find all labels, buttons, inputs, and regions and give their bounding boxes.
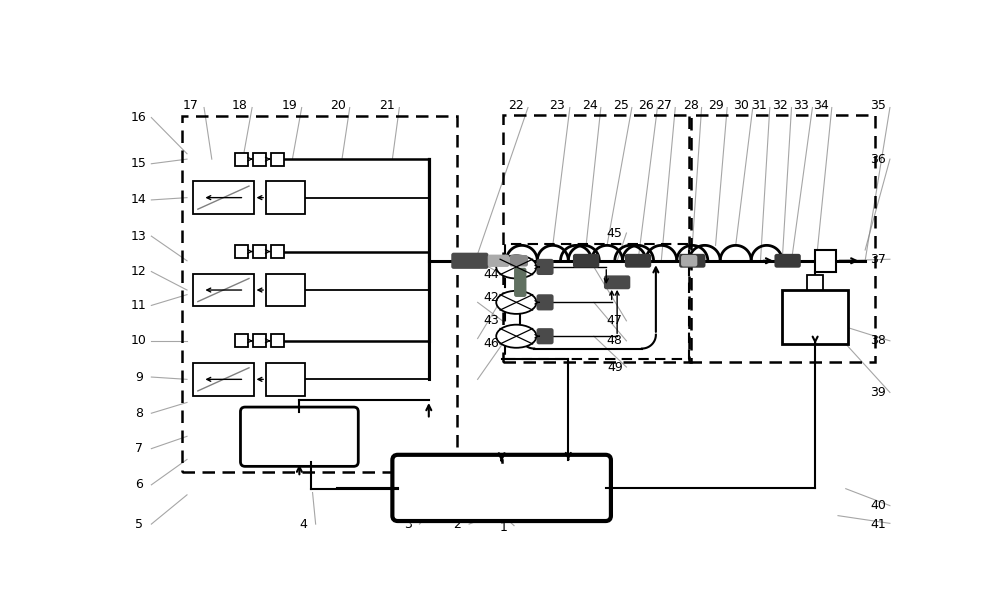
Text: 47: 47 — [607, 314, 623, 328]
FancyBboxPatch shape — [679, 254, 705, 267]
Text: 21: 21 — [379, 99, 395, 112]
Bar — [193, 182, 254, 214]
Text: 18: 18 — [232, 99, 248, 112]
Text: 14: 14 — [131, 194, 147, 206]
Text: 49: 49 — [607, 361, 623, 374]
Bar — [271, 245, 284, 258]
FancyBboxPatch shape — [774, 254, 801, 267]
Bar — [193, 363, 254, 395]
Text: 28: 28 — [683, 99, 699, 112]
Text: 11: 11 — [131, 299, 147, 312]
Ellipse shape — [496, 255, 537, 278]
Text: 3: 3 — [404, 517, 412, 531]
Bar — [235, 245, 248, 258]
Text: 34: 34 — [813, 99, 829, 112]
Bar — [689, 115, 875, 362]
Bar — [193, 274, 254, 306]
Bar — [266, 274, 305, 306]
Text: 38: 38 — [870, 334, 886, 347]
Bar — [253, 245, 266, 258]
FancyBboxPatch shape — [537, 294, 554, 311]
Text: 1: 1 — [499, 520, 507, 534]
Text: 13: 13 — [131, 230, 147, 243]
Text: 26: 26 — [638, 99, 654, 112]
Text: 9: 9 — [135, 371, 143, 383]
Ellipse shape — [496, 291, 537, 314]
Text: 40: 40 — [870, 499, 886, 512]
FancyBboxPatch shape — [537, 259, 554, 275]
FancyBboxPatch shape — [514, 267, 526, 297]
FancyBboxPatch shape — [573, 254, 599, 267]
Text: 31: 31 — [751, 99, 767, 112]
Text: 45: 45 — [607, 227, 623, 240]
Bar — [271, 153, 284, 166]
Bar — [182, 116, 457, 472]
Bar — [807, 275, 823, 290]
Bar — [253, 153, 266, 166]
Text: 2: 2 — [453, 517, 461, 531]
Bar — [266, 182, 305, 214]
Text: 33: 33 — [793, 99, 809, 112]
Text: 36: 36 — [870, 153, 886, 166]
Bar — [271, 334, 284, 347]
Text: 24: 24 — [582, 99, 598, 112]
Text: 46: 46 — [483, 337, 499, 350]
Text: 39: 39 — [870, 386, 886, 399]
Text: 8: 8 — [135, 407, 143, 419]
Bar — [782, 290, 848, 344]
Bar — [266, 363, 305, 395]
Text: 4: 4 — [299, 517, 307, 531]
Text: 27: 27 — [656, 99, 672, 112]
FancyBboxPatch shape — [537, 328, 554, 344]
Text: 5: 5 — [135, 517, 143, 531]
Text: 44: 44 — [483, 268, 499, 281]
Text: 7: 7 — [135, 442, 143, 455]
Text: 41: 41 — [870, 517, 886, 531]
Text: 48: 48 — [607, 334, 623, 347]
Bar — [235, 153, 248, 166]
FancyBboxPatch shape — [509, 255, 528, 267]
Ellipse shape — [496, 325, 537, 348]
Text: 22: 22 — [509, 99, 524, 112]
FancyBboxPatch shape — [604, 275, 630, 289]
FancyBboxPatch shape — [392, 455, 611, 521]
Text: 35: 35 — [870, 99, 886, 112]
FancyBboxPatch shape — [451, 252, 488, 269]
Text: 37: 37 — [870, 253, 886, 266]
Text: 10: 10 — [131, 334, 147, 347]
Text: 43: 43 — [483, 314, 499, 328]
FancyBboxPatch shape — [240, 407, 358, 466]
Bar — [253, 334, 266, 347]
Text: 32: 32 — [772, 99, 788, 112]
Text: 6: 6 — [135, 478, 143, 492]
Text: 29: 29 — [708, 99, 723, 112]
Text: 23: 23 — [550, 99, 565, 112]
Text: 25: 25 — [613, 99, 629, 112]
FancyBboxPatch shape — [681, 255, 697, 267]
Text: 17: 17 — [183, 99, 199, 112]
Text: 30: 30 — [733, 99, 749, 112]
Bar — [815, 250, 836, 272]
Text: 15: 15 — [131, 157, 147, 170]
Text: 12: 12 — [131, 265, 147, 278]
Text: 42: 42 — [483, 291, 499, 304]
Bar — [503, 115, 691, 362]
Text: 19: 19 — [281, 99, 297, 112]
Text: 16: 16 — [131, 111, 147, 124]
Bar — [505, 244, 689, 359]
Text: 20: 20 — [330, 99, 346, 112]
FancyBboxPatch shape — [625, 254, 651, 267]
Bar — [235, 334, 248, 347]
FancyBboxPatch shape — [488, 255, 509, 267]
